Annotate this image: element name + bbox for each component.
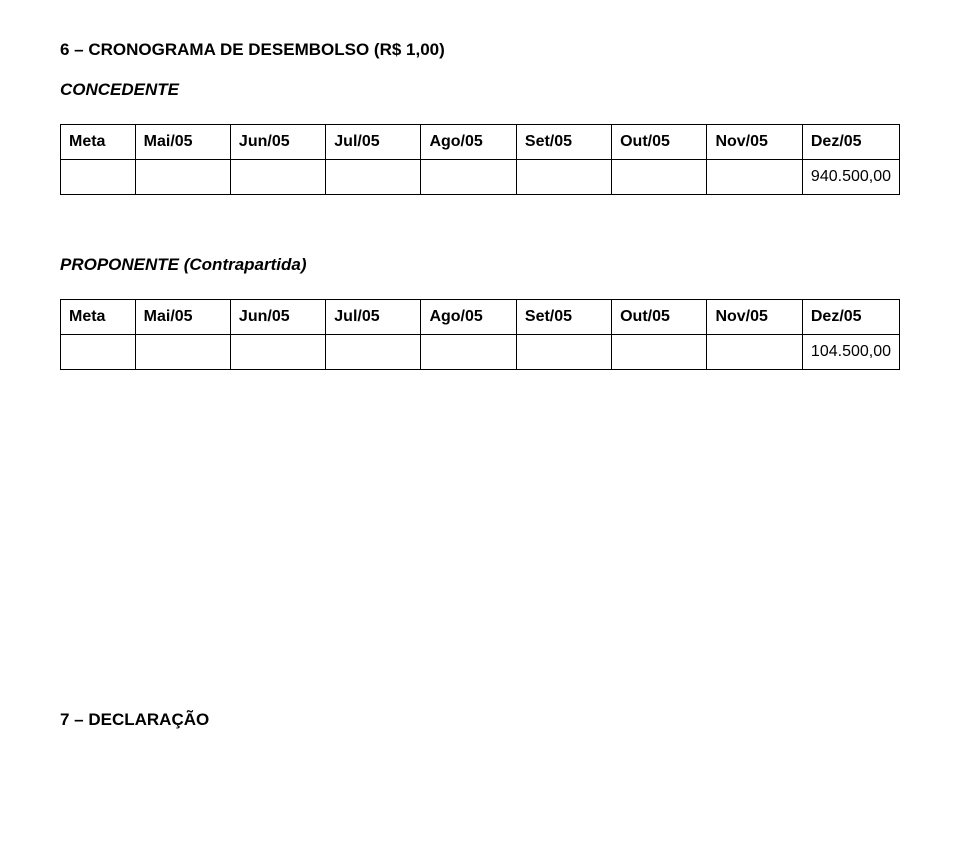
proponente-col-nov: Nov/05 (707, 300, 802, 335)
concedente-cell-out (612, 160, 707, 195)
concedente-col-jun: Jun/05 (230, 125, 325, 160)
proponente-cell-set (516, 335, 611, 370)
proponente-cell-out (612, 335, 707, 370)
concedente-label: CONCEDENTE (60, 80, 900, 100)
concedente-col-mai: Mai/05 (135, 125, 230, 160)
concedente-table: Meta Mai/05 Jun/05 Jul/05 Ago/05 Set/05 … (60, 124, 900, 195)
proponente-col-jul: Jul/05 (326, 300, 421, 335)
concedente-col-dez: Dez/05 (802, 125, 899, 160)
concedente-cell-nov (707, 160, 802, 195)
proponente-col-out: Out/05 (612, 300, 707, 335)
concedente-cell-ago (421, 160, 516, 195)
proponente-header-row: Meta Mai/05 Jun/05 Jul/05 Ago/05 Set/05 … (61, 300, 900, 335)
concedente-cell-jul (326, 160, 421, 195)
proponente-cell-jun (230, 335, 325, 370)
section-7-heading: 7 – DECLARAÇÃO (60, 710, 900, 730)
proponente-col-set: Set/05 (516, 300, 611, 335)
concedente-cell-meta (61, 160, 136, 195)
proponente-col-mai: Mai/05 (135, 300, 230, 335)
concedente-col-meta: Meta (61, 125, 136, 160)
concedente-col-nov: Nov/05 (707, 125, 802, 160)
proponente-table: Meta Mai/05 Jun/05 Jul/05 Ago/05 Set/05 … (60, 299, 900, 370)
concedente-cell-mai (135, 160, 230, 195)
proponente-col-dez: Dez/05 (802, 300, 899, 335)
concedente-col-out: Out/05 (612, 125, 707, 160)
proponente-cell-mai (135, 335, 230, 370)
proponente-cell-meta (61, 335, 136, 370)
concedente-col-jul: Jul/05 (326, 125, 421, 160)
concedente-cell-dez-value: 940.500,00 (802, 160, 899, 195)
concedente-header-row: Meta Mai/05 Jun/05 Jul/05 Ago/05 Set/05 … (61, 125, 900, 160)
proponente-label: PROPONENTE (Contrapartida) (60, 255, 900, 275)
proponente-cell-nov (707, 335, 802, 370)
proponente-cell-jul (326, 335, 421, 370)
proponente-cell-ago (421, 335, 516, 370)
concedente-cell-jun (230, 160, 325, 195)
proponente-col-jun: Jun/05 (230, 300, 325, 335)
proponente-cell-dez-value: 104.500,00 (802, 335, 899, 370)
proponente-col-meta: Meta (61, 300, 136, 335)
concedente-data-row: 940.500,00 (61, 160, 900, 195)
proponente-data-row: 104.500,00 (61, 335, 900, 370)
concedente-col-ago: Ago/05 (421, 125, 516, 160)
concedente-col-set: Set/05 (516, 125, 611, 160)
proponente-col-ago: Ago/05 (421, 300, 516, 335)
section-6-heading: 6 – CRONOGRAMA DE DESEMBOLSO (R$ 1,00) (60, 40, 900, 60)
concedente-cell-set (516, 160, 611, 195)
